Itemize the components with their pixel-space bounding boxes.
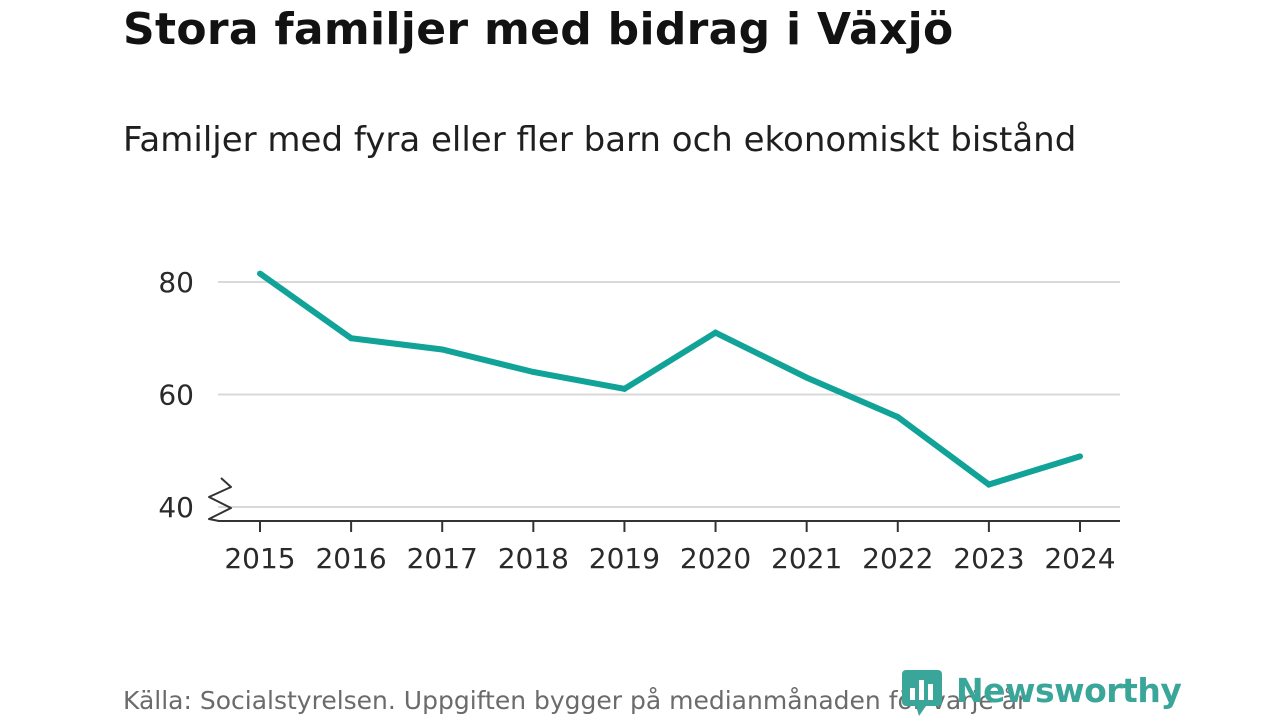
data-point-2015 xyxy=(257,270,263,277)
data-point-2023 xyxy=(985,481,992,488)
x-tick-label-2019: 2019 xyxy=(589,542,660,575)
x-tick-label-2016: 2016 xyxy=(315,542,386,575)
x-tick-label-2022: 2022 xyxy=(862,542,933,575)
x-tick-label-2017: 2017 xyxy=(407,542,478,575)
data-point-2022 xyxy=(894,414,901,420)
data-point-2024 xyxy=(1077,453,1083,460)
x-tick-label-2020: 2020 xyxy=(680,542,751,575)
x-tick-label-2015: 2015 xyxy=(224,542,295,575)
gridlines xyxy=(218,281,1120,508)
data-point-2018 xyxy=(530,369,537,375)
y-tick-label-60: 60 xyxy=(158,379,194,412)
series-layer xyxy=(257,270,1083,488)
brand-logo: Newsworthy xyxy=(902,670,1182,716)
x-tick-label-2021: 2021 xyxy=(771,542,842,575)
source-note: Källa: Socialstyrelsen. Uppgiften bygger… xyxy=(123,686,1028,715)
data-point-2020 xyxy=(712,329,719,336)
y-axis-ticks: 40 60 80 xyxy=(158,266,194,524)
x-axis xyxy=(208,477,1120,522)
bar-chart-speech-bubble-icon xyxy=(902,670,942,716)
data-point-2019 xyxy=(621,385,628,392)
y-tick-label-80: 80 xyxy=(158,266,194,299)
series-line-0 xyxy=(258,271,1081,488)
data-point-2017 xyxy=(439,346,446,353)
y-axis-break-icon xyxy=(208,477,232,522)
x-tick-label-2024: 2024 xyxy=(1044,542,1115,575)
chart-title: Stora familjer med bidrag i Växjö xyxy=(123,4,954,55)
data-point-2021 xyxy=(803,374,810,381)
chart-subtitle: Familjer med fyra eller fler barn och ek… xyxy=(123,120,1077,160)
x-tick-label-2023: 2023 xyxy=(953,542,1024,575)
brand-name: Newsworthy xyxy=(956,670,1182,710)
y-tick-label-40: 40 xyxy=(158,491,194,524)
x-axis-ticks: 2015 2016 2017 2018 2019 2020 2021 2022 2023 2024 xyxy=(224,521,1116,575)
x-tick-label-2018: 2018 xyxy=(498,542,569,575)
data-point-2016 xyxy=(348,335,355,342)
